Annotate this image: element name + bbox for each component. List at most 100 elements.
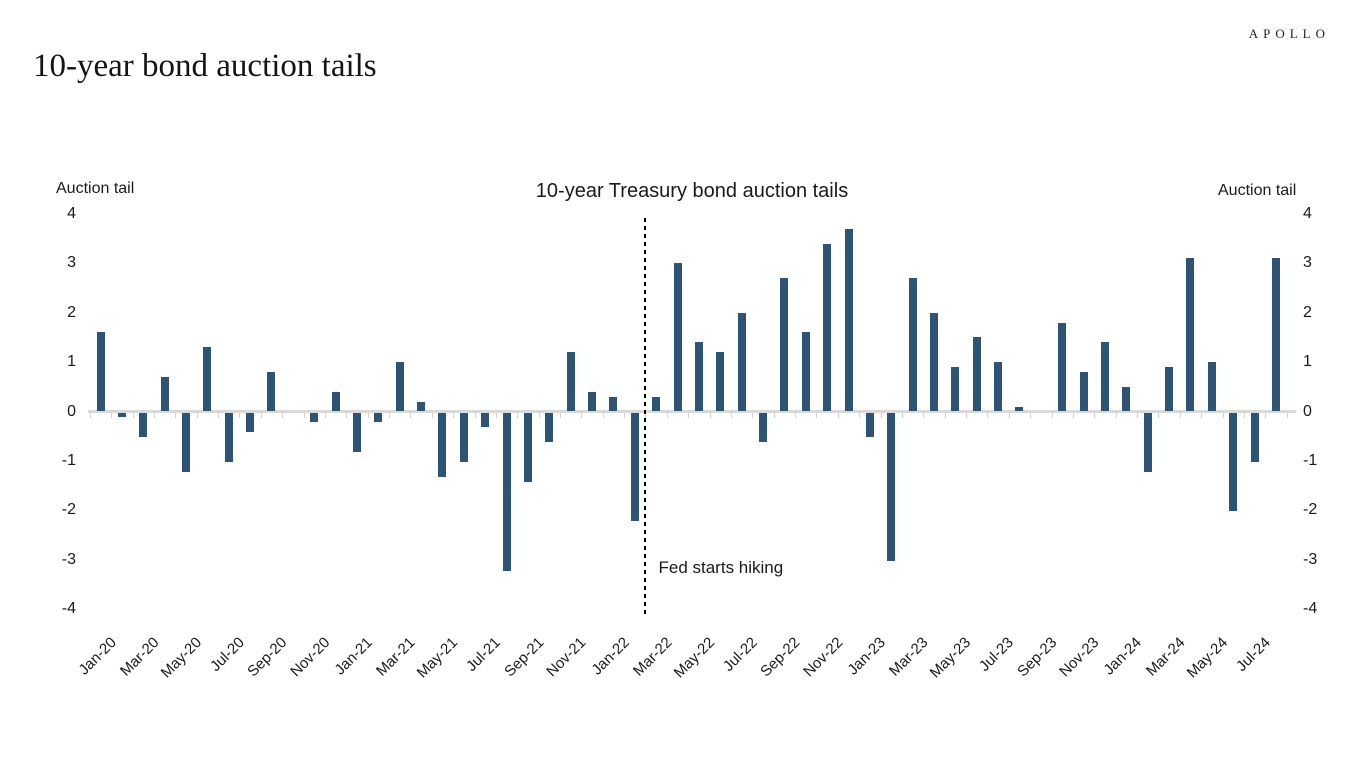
bar-Oct-22 <box>801 332 810 412</box>
x-tick-label-Nov-23: Nov-23 <box>1056 634 1103 681</box>
x-axis-minor-tick <box>389 413 391 418</box>
bar-Apr-22 <box>673 263 682 412</box>
x-axis-minor-tick <box>346 413 348 418</box>
x-tick-label-Nov-22: Nov-22 <box>799 634 847 681</box>
x-tick-label-Sep-20: Sep-20 <box>244 634 291 681</box>
fed-hiking-dashed-line <box>644 218 647 618</box>
bar-May-24 <box>1207 362 1216 412</box>
x-axis-minor-tick <box>688 413 690 418</box>
x-axis-minor-tick <box>837 413 839 418</box>
y-tick-label-left: -1 <box>61 451 76 469</box>
bar-Jul-21 <box>481 412 490 428</box>
x-tick-label-Jan-21: Jan-21 <box>331 634 376 679</box>
bar-Mar-24 <box>1165 367 1174 412</box>
bar-Dec-20 <box>331 391 340 412</box>
x-tick-label-May-22: May-22 <box>670 634 718 682</box>
bar-Feb-21 <box>374 412 383 423</box>
x-axis-minor-tick <box>260 413 262 418</box>
x-axis-minor-tick <box>880 413 882 418</box>
x-axis-minor-tick <box>1179 413 1181 418</box>
x-axis-minor-tick <box>132 413 134 418</box>
bar-Feb-22 <box>630 412 639 522</box>
x-axis-minor-tick <box>474 413 476 418</box>
x-axis-minor-tick <box>410 413 412 418</box>
bar-Jun-20 <box>203 347 212 412</box>
bar-Jan-22 <box>609 396 618 412</box>
bar-Apr-23 <box>930 312 938 412</box>
x-axis-minor-tick <box>538 413 540 418</box>
x-tick-label-Jan-23: Jan-23 <box>844 634 889 679</box>
x-axis-line <box>88 410 1296 413</box>
bar-Mar-21 <box>395 362 404 412</box>
y-tick-label-right: -3 <box>1303 550 1318 568</box>
x-axis-minor-tick <box>730 413 732 418</box>
left-axis-label: Auction tail <box>56 180 135 197</box>
fed-hiking-annotation: Fed starts hiking <box>658 558 784 577</box>
x-tick-label-Mar-20: Mar-20 <box>116 634 163 680</box>
bar-Nov-23 <box>1079 371 1088 412</box>
bar-Nov-20 <box>310 412 319 423</box>
bar-Aug-24 <box>1271 258 1280 412</box>
x-axis-minor-tick <box>431 413 433 418</box>
bar-Jul-23 <box>994 362 1003 412</box>
x-axis-minor-tick <box>282 413 284 418</box>
x-axis-minor-tick <box>901 413 903 418</box>
x-tick-label-May-20: May-20 <box>157 634 206 682</box>
x-tick-label-May-24: May-24 <box>1183 634 1231 682</box>
bar-Jun-21 <box>459 412 468 462</box>
x-axis-minor-tick <box>1286 413 1288 418</box>
bar-Apr-20 <box>160 376 169 412</box>
y-tick-label-left: 4 <box>67 204 76 222</box>
x-axis-minor-tick <box>987 413 989 418</box>
x-tick-label-Jul-21: Jul-21 <box>463 634 505 675</box>
x-tick-label-Jan-24: Jan-24 <box>1100 634 1146 679</box>
x-axis-minor-tick <box>367 413 369 418</box>
x-axis-minor-tick <box>1137 413 1139 418</box>
bar-Jun-24 <box>1229 412 1238 512</box>
x-axis-minor-tick <box>453 413 455 418</box>
bar-Jul-20 <box>224 412 233 462</box>
x-axis-minor-tick <box>239 413 241 418</box>
right-axis-label: Auction tail <box>1218 182 1297 199</box>
x-tick-label-Jan-22: Jan-22 <box>587 634 633 679</box>
bar-Sep-22 <box>780 278 789 412</box>
bar-Apr-24 <box>1186 258 1195 412</box>
x-axis-minor-tick <box>559 413 561 418</box>
x-tick-label-Mar-21: Mar-21 <box>373 634 419 680</box>
y-tick-label-right: -1 <box>1303 451 1318 469</box>
bar-Mar-22 <box>652 396 661 412</box>
bar-Jan-23 <box>865 412 874 438</box>
x-axis-minor-tick <box>1265 413 1267 418</box>
bar-Aug-23 <box>1015 406 1024 412</box>
x-tick-label-Sep-23: Sep-23 <box>1013 634 1060 681</box>
x-tick-label-Jul-20: Jul-20 <box>206 634 248 675</box>
bar-Jun-23 <box>972 337 981 412</box>
x-tick-label-Jul-22: Jul-22 <box>719 634 761 675</box>
x-axis-minor-tick <box>795 413 797 418</box>
bar-Sep-21 <box>523 412 532 482</box>
x-tick-label-May-21: May-21 <box>414 634 462 682</box>
x-axis-minor-tick <box>966 413 968 418</box>
x-tick-label-Jan-20: Jan-20 <box>75 634 120 679</box>
x-tick-label-Sep-21: Sep-21 <box>500 634 547 681</box>
x-axis-minor-tick <box>89 413 91 418</box>
x-tick-label-Sep-22: Sep-22 <box>757 634 804 681</box>
x-axis-minor-tick <box>517 413 519 418</box>
bar-May-21 <box>438 412 447 477</box>
chart-title: 10-year Treasury bond auction tails <box>535 180 849 202</box>
x-axis-minor-tick <box>111 413 113 418</box>
x-tick-label-Nov-21: Nov-21 <box>543 634 590 681</box>
y-tick-label-left: 0 <box>67 402 76 420</box>
bar-Aug-21 <box>502 412 511 571</box>
x-axis-minor-tick <box>1072 413 1074 418</box>
x-axis-minor-tick <box>752 413 754 418</box>
y-tick-label-right: -4 <box>1303 600 1318 618</box>
bar-Dec-23 <box>1100 342 1109 412</box>
x-axis-minor-tick <box>709 413 711 418</box>
bar-Jul-22 <box>737 312 746 412</box>
bar-Feb-24 <box>1143 412 1152 472</box>
bar-Aug-22 <box>759 412 768 443</box>
x-axis-minor-tick <box>602 413 604 418</box>
y-tick-label-right: -2 <box>1303 501 1318 519</box>
